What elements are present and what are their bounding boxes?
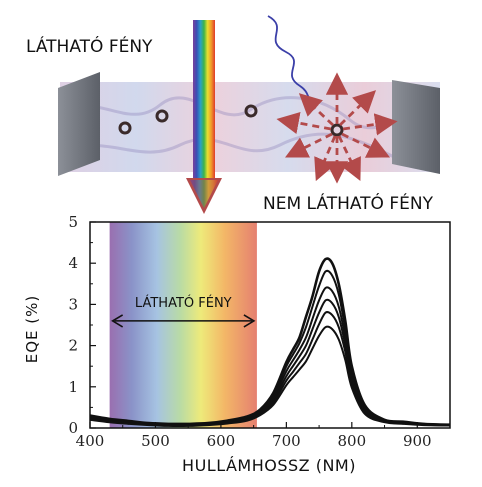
down-arrow-icon <box>186 20 222 214</box>
x-axis-label: HULLÁMHOSSZ (NM) <box>182 456 356 475</box>
tick-layer: 400 500 600 700 800 900 0 1 2 3 4 5 <box>68 213 431 450</box>
eqe-series-6 <box>89 325 451 428</box>
band-arrow-right-icon <box>243 314 256 328</box>
illustration: LÁTHATÓ FÉNY NEM LÁTHATÓ FÉNY <box>26 15 440 214</box>
x-tick-label: 800 <box>337 432 366 450</box>
y-tick-label: 4 <box>68 254 78 272</box>
band-annotation: LÁTHATÓ FÉNY <box>111 295 256 328</box>
band-arrow-left-icon <box>111 314 124 328</box>
eqe-chart: 400 500 600 700 800 900 0 1 2 3 4 5 LÁTHATÓ FÉNY EQ… <box>23 213 451 475</box>
visible-band <box>109 222 257 428</box>
emission-arrows-icon <box>276 72 398 184</box>
particle <box>155 109 169 123</box>
y-tick-label: 0 <box>68 419 78 437</box>
particle <box>244 104 258 118</box>
x-tick-label: 400 <box>76 432 105 450</box>
x-tick-label: 500 <box>141 432 170 450</box>
particles <box>118 104 344 137</box>
y-tick-label: 3 <box>68 295 78 313</box>
series-layer <box>89 257 451 428</box>
y-tick-label: 1 <box>68 378 78 396</box>
particle <box>330 123 344 137</box>
visible-band-layer <box>109 222 257 428</box>
right-wall <box>392 80 440 174</box>
x-tick-label: 900 <box>403 432 432 450</box>
y-axis-label: EQE (%) <box>23 295 41 364</box>
x-tick-label: 700 <box>272 432 301 450</box>
band-label: LÁTHATÓ FÉNY <box>135 295 232 311</box>
y-tick-label: 5 <box>68 213 78 231</box>
x-tick-label: 600 <box>207 432 236 450</box>
plot-frame <box>89 221 451 429</box>
left-wall <box>58 72 100 176</box>
invisible-light-label: NEM LÁTHATÓ FÉNY <box>263 192 434 214</box>
y-tick-label: 2 <box>68 337 78 355</box>
particle <box>118 121 132 135</box>
visible-light-label: LÁTHATÓ FÉNY <box>26 35 153 57</box>
